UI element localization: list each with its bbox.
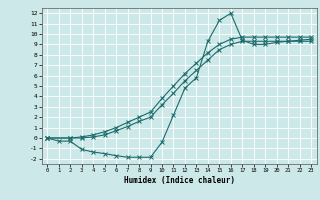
X-axis label: Humidex (Indice chaleur): Humidex (Indice chaleur) (124, 176, 235, 185)
